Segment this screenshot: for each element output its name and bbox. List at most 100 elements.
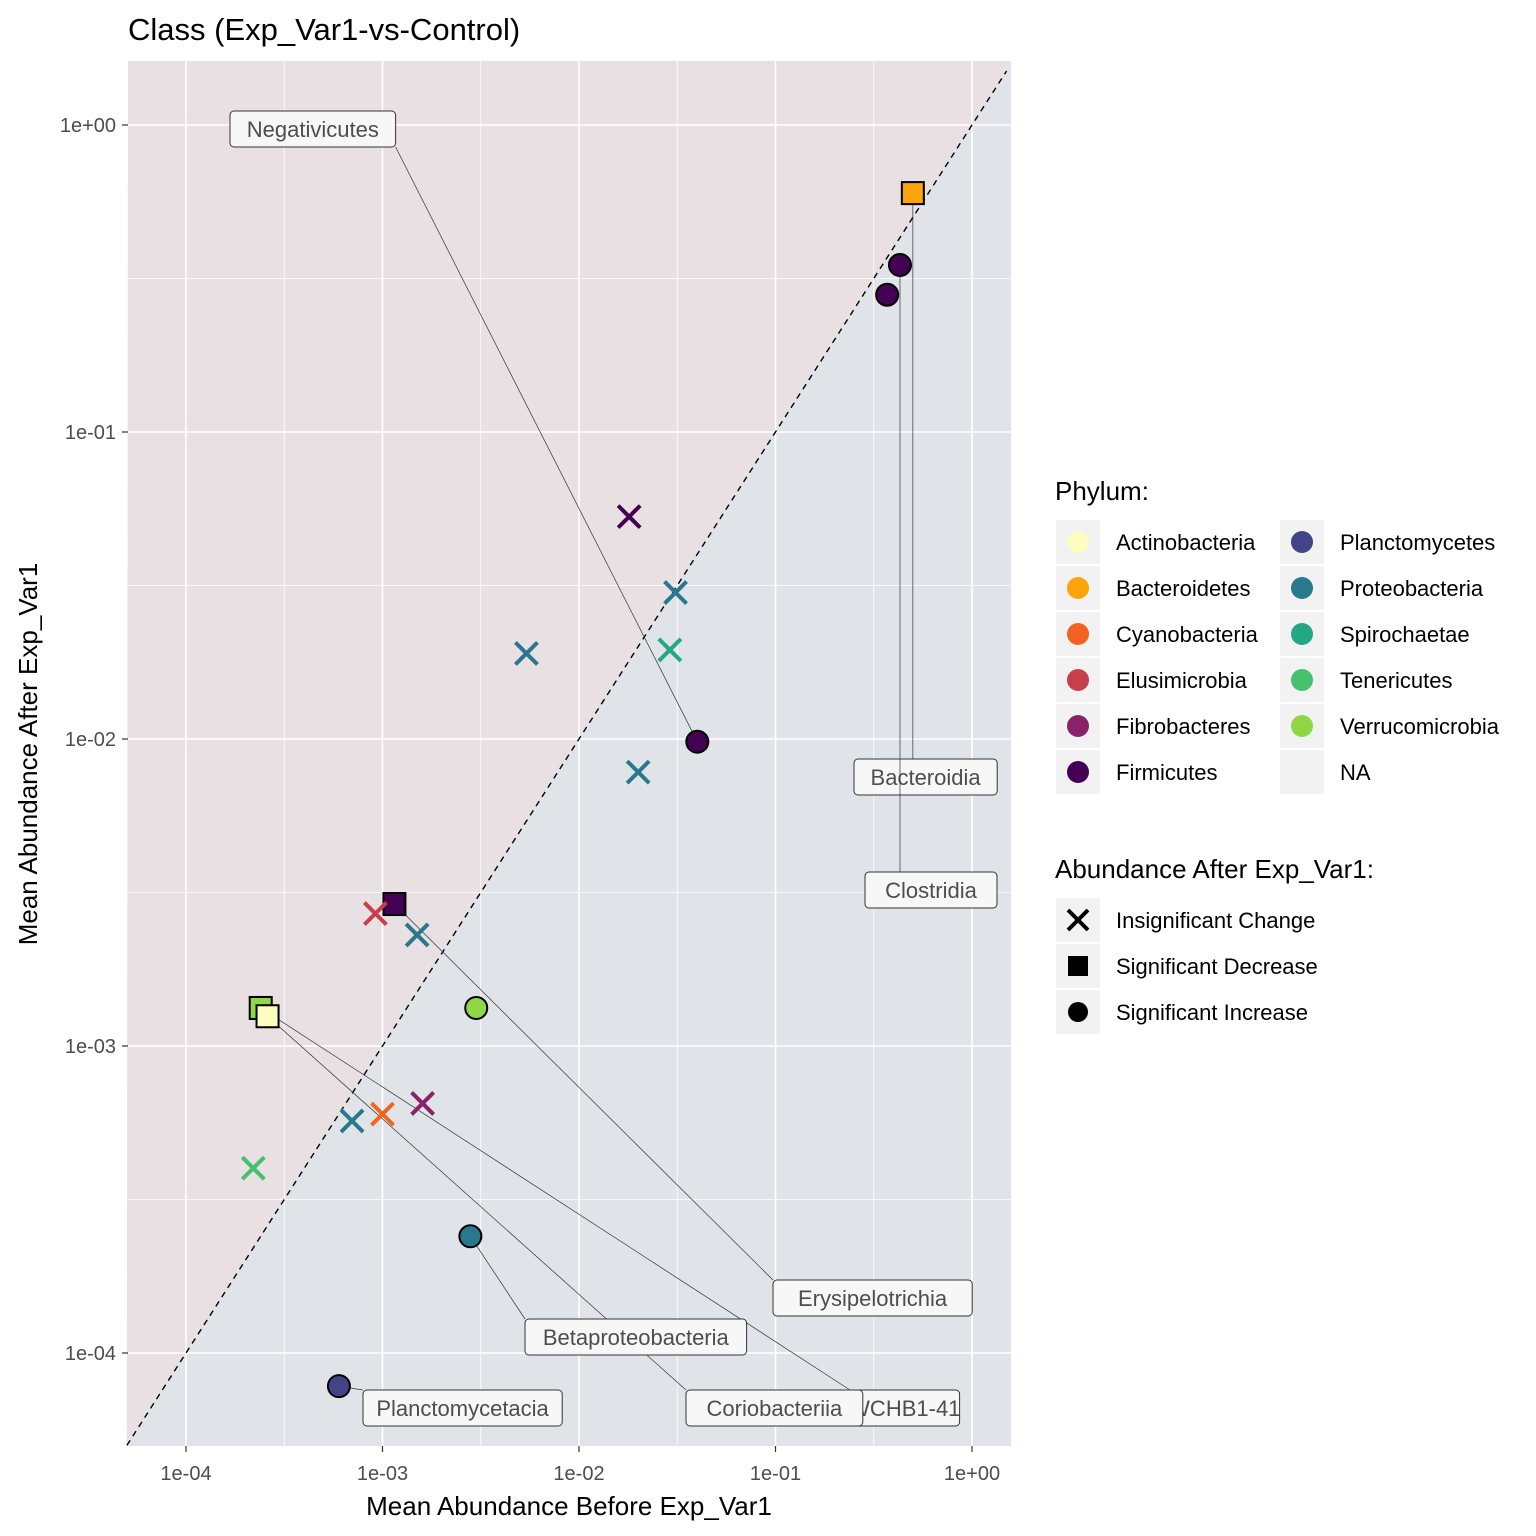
- y-axis-ticks: 1e-04 1e-03 1e-02 1e-01 1e+00: [60, 115, 128, 1365]
- phylum-legend-title: Phylum:: [1055, 476, 1149, 506]
- shape-legend: Abundance After Exp_Var1: Insignificant …: [1055, 854, 1374, 1034]
- phylum-legend: Phylum: Actinobacteria Bacteroidetes Cyano…: [1055, 476, 1500, 794]
- annotation-box: [864, 871, 998, 909]
- annotation-box: [772, 1279, 973, 1317]
- annotation-connector: [260, 1007, 851, 1391]
- legend-item-cyanobacteria: Cyanobacteria: [1056, 612, 1259, 656]
- legend-label: NA: [1340, 760, 1371, 785]
- legend-swatch: [1291, 577, 1313, 599]
- data-point-square: [900, 181, 925, 206]
- legend-swatch: [1067, 531, 1089, 553]
- legend-item-planctomycetes: Planctomycetes: [1280, 520, 1495, 564]
- legend-item-proteobacteria: Proteobacteria: [1280, 566, 1484, 610]
- legend-item-tenericutes: Tenericutes: [1280, 658, 1453, 702]
- annotation-planctomycetacia: Planctomycetacia: [338, 1385, 563, 1427]
- point-annotations: Bacteroidia Clostridia Negativicutes Erysip…: [229, 110, 998, 1427]
- legend-label: Actinobacteria: [1116, 530, 1256, 555]
- region-above-identity: [126, 61, 1007, 1446]
- annotation-box: [853, 758, 998, 796]
- legend-label: Firmicutes: [1116, 760, 1217, 785]
- y-tick-label: 1e-04: [65, 1343, 116, 1365]
- legend-item-na: NA: [1280, 750, 1371, 794]
- y-tick-label: 1e-03: [65, 1036, 116, 1058]
- legend-label: Elusimicrobia: [1116, 668, 1248, 693]
- annotation-box: [362, 1389, 563, 1427]
- legend-item-actinobacteria: Actinobacteria: [1056, 520, 1256, 564]
- legend-swatch: [1291, 715, 1313, 737]
- plot-panel: [126, 61, 1011, 1446]
- legend-item-firmicutes: Firmicutes: [1056, 750, 1217, 794]
- data-point-cross: [410, 1091, 436, 1116]
- annotation-erysipelotrichia: Erysipelotrichia: [394, 903, 973, 1317]
- legend-label: Verrucomicrobia: [1340, 714, 1500, 739]
- annotation-box: [685, 1389, 864, 1427]
- x-tick-label: 1e-02: [553, 1463, 604, 1485]
- legend-label: Cyanobacteria: [1116, 622, 1259, 647]
- legend-item-cross: Insignificant Change: [1056, 898, 1315, 942]
- legend-label: Significant Decrease: [1116, 954, 1318, 979]
- legend-label: Significant Increase: [1116, 1000, 1308, 1025]
- y-tick-label: 1e-02: [65, 729, 116, 751]
- data-point-cross: [657, 637, 683, 663]
- y-tick-label: 1e-01: [65, 422, 116, 444]
- annotation-coriobacteriia: Coriobacteriia: [267, 1015, 864, 1427]
- legend-swatch: [1291, 531, 1313, 553]
- legend-item-fibrobacteres: Fibrobacteres: [1056, 704, 1251, 748]
- data-point-cross: [240, 1155, 266, 1181]
- x-tick-label: 1e-03: [357, 1463, 408, 1485]
- legend-swatch: [1067, 669, 1089, 691]
- legend-swatch: [1068, 1002, 1088, 1022]
- annotation-box: [524, 1318, 748, 1356]
- data-point-circle: [875, 282, 900, 307]
- legend-item-circle: Significant Increase: [1056, 990, 1308, 1034]
- data-point-circle: [887, 252, 912, 277]
- legend-swatch: [1291, 623, 1313, 645]
- annotation-label: Coriobacteriia: [707, 1396, 843, 1421]
- x-tick-label: 1e-04: [160, 1463, 211, 1485]
- shape-legend-title: Abundance After Exp_Var1:: [1055, 854, 1374, 884]
- annotation-label: Negativicutes: [247, 117, 379, 142]
- legend-item-spirochaetae: Spirochaetae: [1280, 612, 1470, 656]
- y-axis-title: Mean Abundance After Exp_Var1: [13, 563, 43, 946]
- legend-swatch: [1067, 577, 1089, 599]
- annotation-clostridia: Clostridia: [864, 264, 998, 909]
- annotation-connector: [470, 1236, 526, 1320]
- data-point-cross: [616, 504, 642, 530]
- data-point-circle: [464, 995, 489, 1020]
- annotation-bacteroidia: Bacteroidia: [853, 193, 998, 796]
- data-point-cross: [625, 759, 651, 785]
- identity-line: [126, 70, 1008, 1446]
- data-points: [240, 181, 925, 1399]
- annotation-label: Clostridia: [885, 878, 977, 903]
- legend-swatch: [1067, 715, 1089, 737]
- annotation-label: Bacteroidia: [871, 765, 982, 790]
- data-point-circle: [458, 1224, 483, 1249]
- legend-item-bacteroidetes: Bacteroidetes: [1056, 566, 1251, 610]
- data-point-circle: [326, 1374, 351, 1399]
- data-point-cross: [362, 901, 388, 926]
- legend-key: [1280, 750, 1324, 794]
- legend-item-elusimicrobia: Elusimicrobia: [1056, 658, 1248, 702]
- data-point-circle: [685, 729, 710, 754]
- legend-item-verrucomicrobia: Verrucomicrobia: [1280, 704, 1500, 748]
- legend-label: Insignificant Change: [1116, 908, 1315, 933]
- annotation-wchb1-41: WCHB1-41: [260, 1007, 960, 1427]
- legend-label: Bacteroidetes: [1116, 576, 1251, 601]
- data-point-cross: [663, 580, 688, 605]
- data-point-cross: [514, 641, 539, 666]
- legend-label: Proteobacteria: [1340, 576, 1484, 601]
- legend-swatch: [1067, 623, 1089, 645]
- legend-swatch: [1067, 761, 1089, 783]
- x-tick-label: 1e+00: [944, 1463, 1000, 1485]
- x-axis-title: Mean Abundance Before Exp_Var1: [366, 1491, 772, 1521]
- legend-label: Tenericutes: [1340, 668, 1453, 693]
- legend-label: Planctomycetes: [1340, 530, 1495, 555]
- legend-swatch: [1291, 669, 1313, 691]
- data-point-cross: [339, 1108, 365, 1134]
- annotation-label: WCHB1-41: [849, 1396, 960, 1421]
- annotation-betaproteobacteria: Betaproteobacteria: [470, 1236, 748, 1356]
- legend-label: Spirochaetae: [1340, 622, 1470, 647]
- annotation-connector: [394, 903, 774, 1281]
- data-point-square: [255, 1004, 280, 1029]
- annotation-label: Erysipelotrichia: [798, 1286, 948, 1311]
